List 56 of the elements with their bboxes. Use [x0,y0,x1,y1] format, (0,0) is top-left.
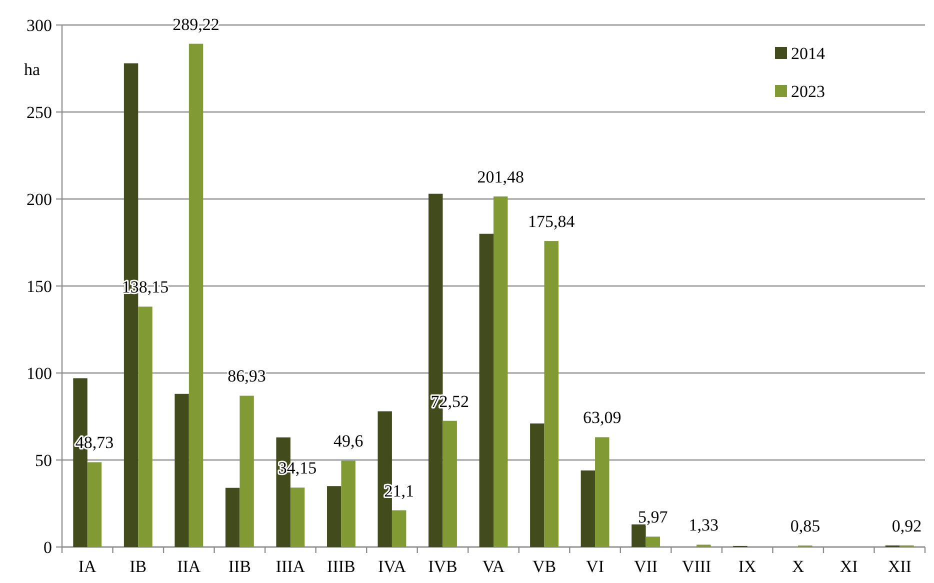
data-label: 289,22 [172,14,220,34]
x-tick-label: VB [532,557,556,576]
bar [494,196,508,547]
bar [580,470,596,547]
data-label: 0,92 [892,516,922,536]
bar [290,488,305,547]
x-tick-label: VIII [682,557,712,576]
bar [392,510,406,547]
x-tick-label: VII [634,557,658,576]
bar [326,486,342,547]
data-label: 0,85 [790,516,820,536]
x-tick-label: XII [888,557,912,576]
y-tick-label: 250 [26,102,52,122]
bar [632,524,646,547]
bar [442,420,457,547]
y-tick-label: 100 [26,364,52,383]
y-tick-label: 300 [26,16,52,35]
x-tick-label: IIB [228,557,252,576]
bar [174,394,189,547]
x-tick-label: IX [738,557,756,576]
y-tick-label: 150 [26,276,52,296]
data-label: 86,93 [228,366,266,386]
legend-label: 2014 [791,44,826,63]
x-tick-label: IIA [177,557,202,576]
legend-label: 2023 [791,82,825,101]
data-label: 201,48 [477,167,524,186]
x-tick-label: IVB [428,557,458,576]
y-axis-title: ha [24,60,40,79]
x-tick-label: VA [482,557,506,576]
x-tick-label: X [792,557,804,576]
bar [87,462,102,547]
bar [341,460,356,547]
x-tick-label: IIIA [276,557,306,576]
x-tick-label: IVA [378,557,407,576]
y-tick-label: 200 [26,190,52,209]
data-label: 175,84 [528,212,576,232]
bar [646,536,660,547]
data-label: 63,09 [583,408,622,428]
x-tick-label: IIIB [327,557,356,576]
data-label: 1,33 [688,516,719,535]
y-tick-label: 0 [44,538,52,557]
data-label: 49,6 [333,432,364,451]
x-tick-label: IB [130,557,147,576]
bar [479,234,494,547]
bar [138,306,152,547]
x-tick-label: VI [586,557,604,576]
bar [595,437,610,547]
x-tick-label: IA [78,557,98,576]
bar [530,423,544,547]
data-label: 5,97 [638,508,668,527]
bar [240,396,254,547]
bar [544,241,558,547]
bar [188,44,204,547]
x-tick-label: XI [840,557,858,576]
bar [225,488,240,547]
y-tick-label: 50 [35,450,52,470]
